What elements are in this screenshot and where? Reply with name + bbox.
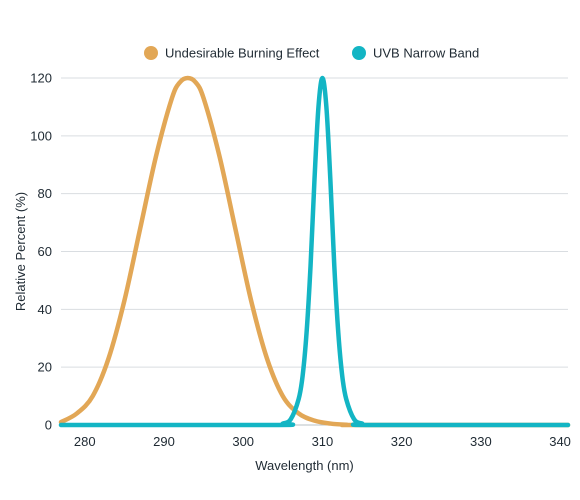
x-axis-ticks: 280 290 300 310 320 330 340	[74, 434, 571, 449]
series-line-burning	[58, 75, 571, 428]
x-tick-label-310: 310	[312, 434, 334, 449]
y-tick-label-40: 40	[38, 302, 52, 317]
y-tick-label-20: 20	[38, 360, 52, 375]
y-axis-title: Relative Percent (%)	[13, 192, 28, 311]
x-tick-label-280: 280	[74, 434, 96, 449]
x-tick-label-330: 330	[470, 434, 492, 449]
series-line-uvb	[58, 75, 571, 428]
legend-item-uvb: UVB Narrow Band	[352, 46, 479, 61]
x-tick-label-290: 290	[153, 434, 175, 449]
y-tick-label-100: 100	[30, 128, 52, 143]
series-lines	[58, 75, 571, 428]
legend-label-burning: Undesirable Burning Effect	[165, 46, 320, 61]
y-axis-ticks: 0 20 40 60 80 100 120	[30, 71, 52, 433]
legend-item-burning: Undesirable Burning Effect	[144, 46, 320, 61]
x-tick-label-340: 340	[549, 434, 571, 449]
x-tick-label-320: 320	[391, 434, 413, 449]
y-tick-label-80: 80	[38, 186, 52, 201]
y-tick-label-120: 120	[30, 71, 52, 86]
legend: Undesirable Burning Effect UVB Narrow Ba…	[144, 46, 479, 61]
x-axis-title: Wavelength (nm)	[255, 458, 354, 473]
y-tick-label-0: 0	[45, 418, 52, 433]
legend-label-uvb: UVB Narrow Band	[373, 46, 479, 61]
y-tick-label-60: 60	[38, 244, 52, 259]
x-tick-label-300: 300	[232, 434, 254, 449]
legend-marker-burning	[144, 46, 158, 60]
legend-marker-uvb	[352, 46, 366, 60]
